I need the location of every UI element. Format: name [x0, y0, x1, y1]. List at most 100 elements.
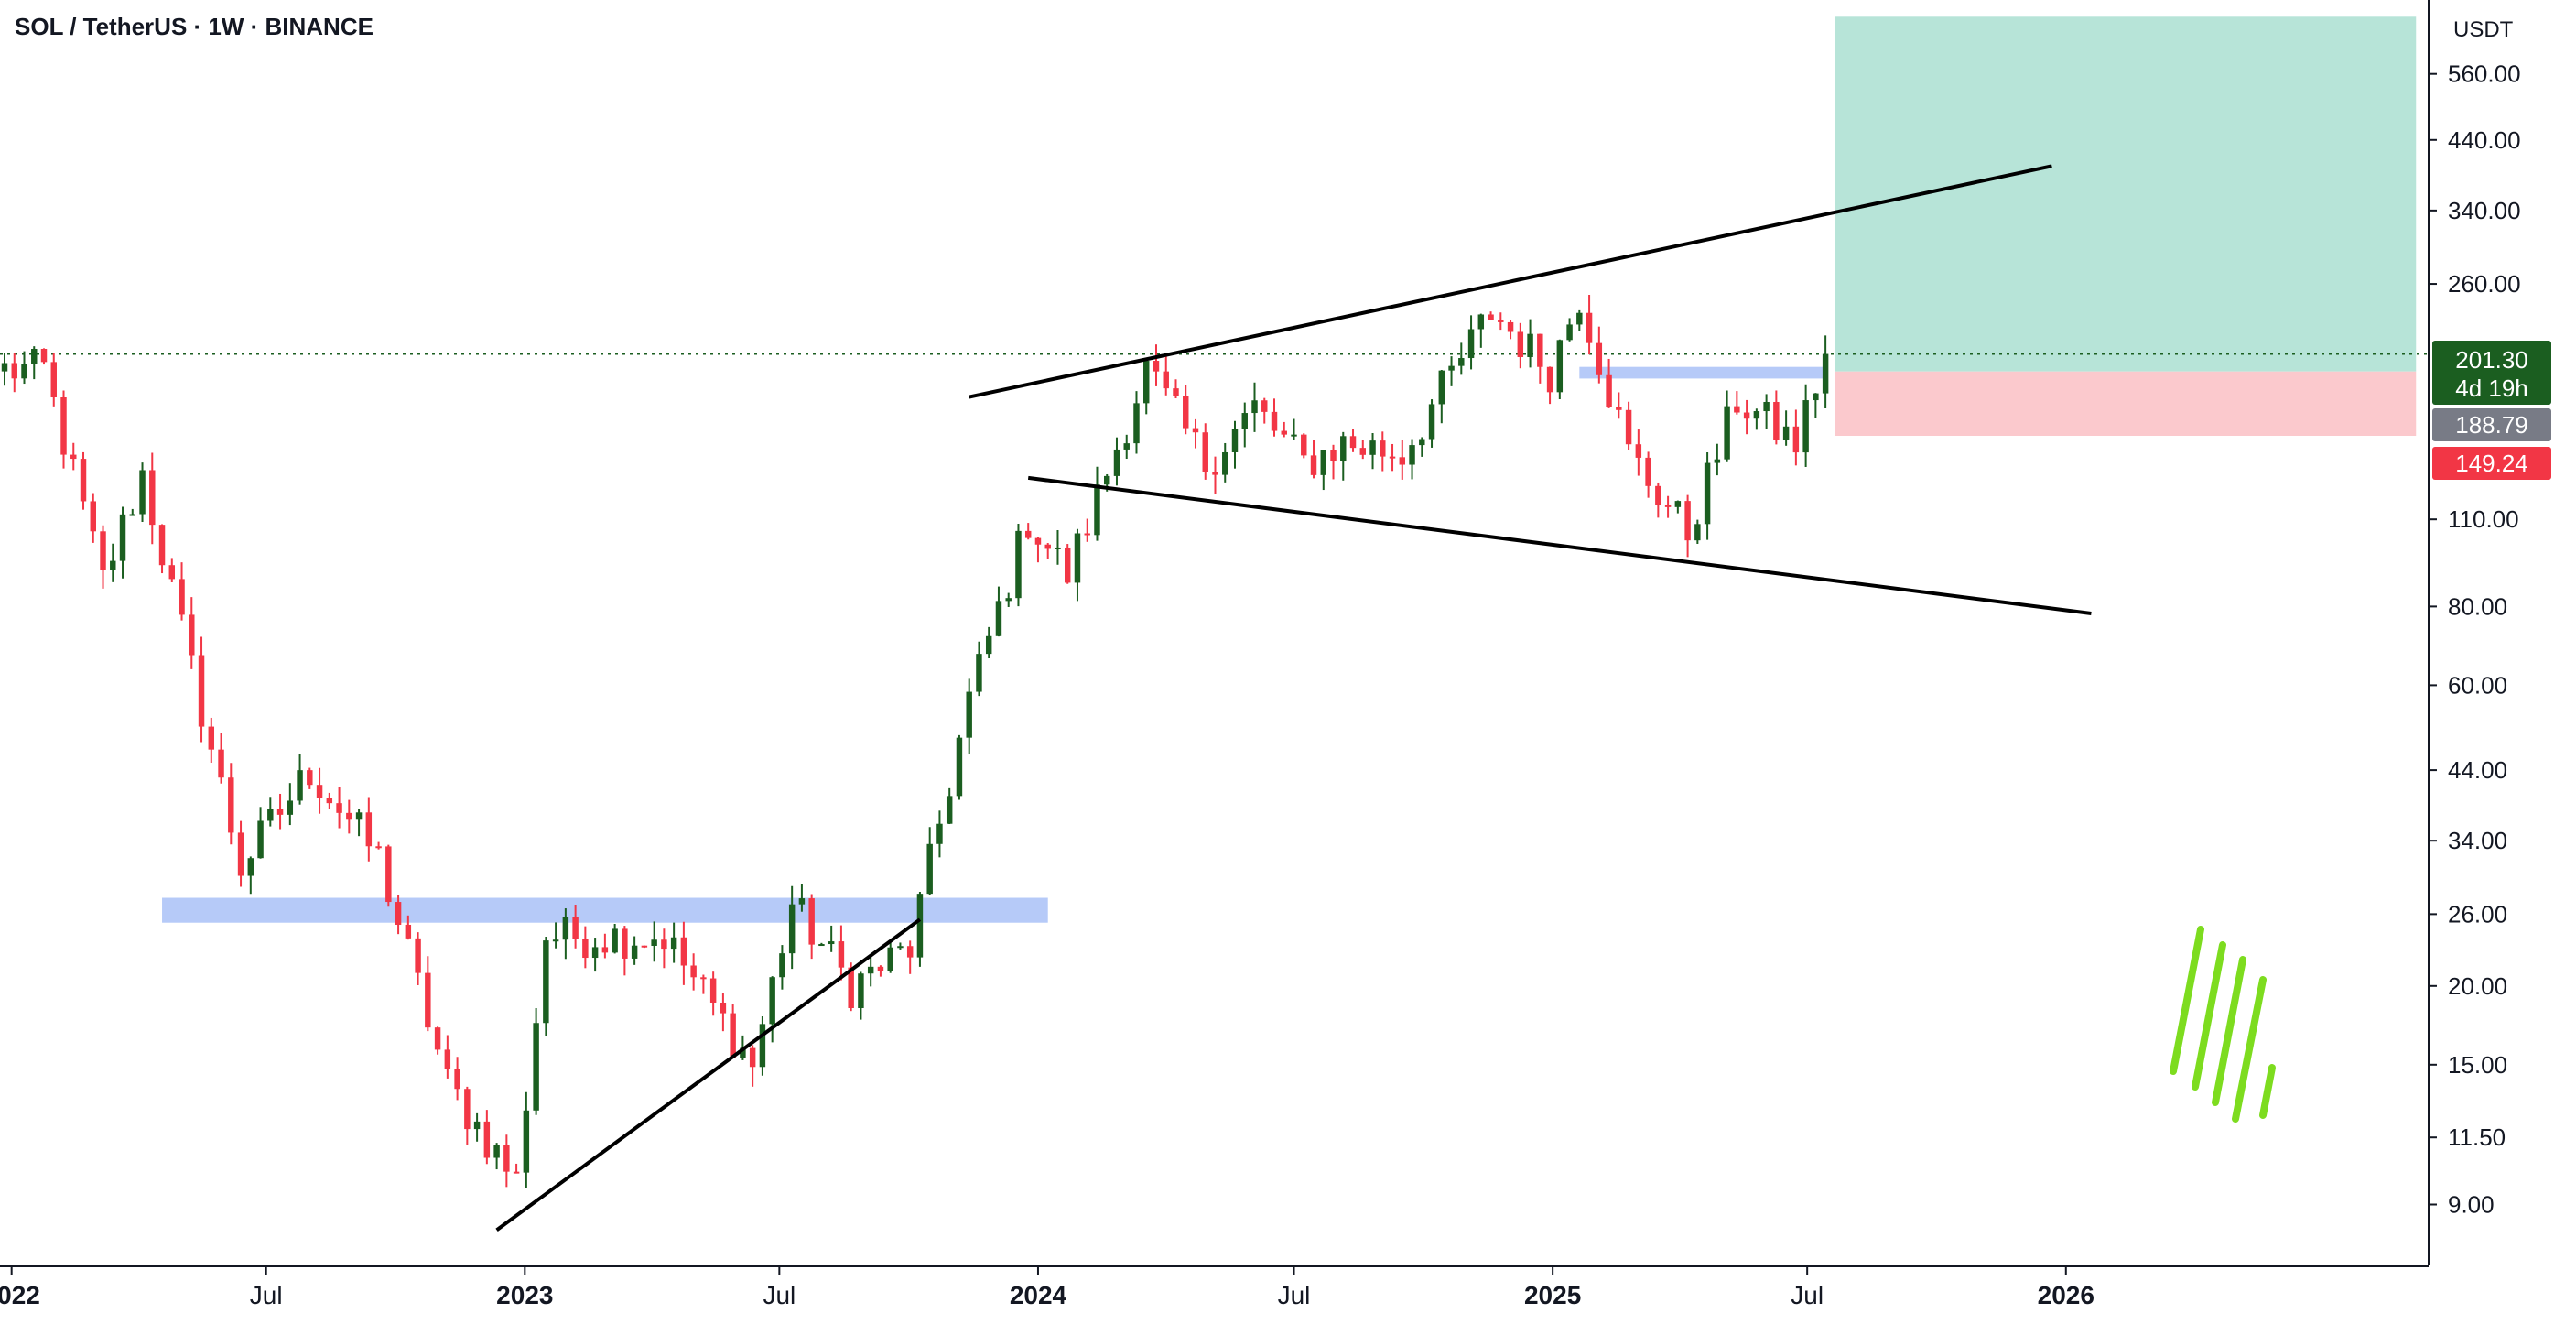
candle[interactable]	[1743, 399, 1750, 435]
candle[interactable]	[1428, 399, 1435, 448]
candle[interactable]	[867, 956, 874, 987]
time-scale-ticks[interactable]: 2022 Jul 2023 Jul 2024 Jul 2025 Jul 2026	[0, 1266, 2094, 1309]
candle[interactable]	[1674, 500, 1682, 514]
candle[interactable]	[1153, 344, 1160, 386]
candle[interactable]	[1330, 444, 1337, 480]
candle[interactable]	[759, 1016, 766, 1076]
candle[interactable]	[661, 928, 667, 969]
candle[interactable]	[1734, 391, 1740, 415]
candle[interactable]	[464, 1086, 471, 1145]
candle[interactable]	[1813, 393, 1819, 418]
candle[interactable]	[976, 641, 982, 697]
candle[interactable]	[798, 884, 806, 912]
candle[interactable]	[1546, 366, 1553, 405]
candle[interactable]	[1684, 494, 1691, 558]
candle[interactable]	[700, 974, 707, 994]
candle[interactable]	[158, 524, 166, 574]
support-zone-2025[interactable]	[1579, 366, 1826, 379]
candle[interactable]	[1222, 442, 1228, 483]
candle[interactable]	[887, 942, 893, 973]
candle[interactable]	[179, 562, 185, 621]
candle[interactable]	[385, 844, 392, 907]
candle[interactable]	[1448, 356, 1455, 386]
candle[interactable]	[1389, 443, 1396, 472]
candle[interactable]	[749, 1045, 756, 1087]
candle[interactable]	[1123, 434, 1130, 460]
candle[interactable]	[444, 1035, 451, 1079]
candle[interactable]	[818, 942, 825, 947]
candle[interactable]	[1, 353, 8, 386]
candle[interactable]	[307, 767, 313, 789]
candle[interactable]	[1399, 440, 1406, 480]
candle[interactable]	[1301, 433, 1307, 459]
candle[interactable]	[1212, 456, 1218, 494]
candle[interactable]	[100, 525, 106, 589]
candle[interactable]	[956, 734, 963, 800]
candle[interactable]	[228, 763, 234, 845]
candle[interactable]	[1034, 537, 1042, 563]
candle[interactable]	[119, 506, 126, 579]
candle[interactable]	[1714, 443, 1721, 476]
candle[interactable]	[995, 586, 1002, 637]
candle[interactable]	[690, 953, 697, 991]
candle[interactable]	[720, 993, 727, 1032]
candle[interactable]	[336, 787, 342, 829]
candle[interactable]	[916, 891, 924, 967]
candle[interactable]	[1340, 431, 1347, 481]
candle[interactable]	[1458, 342, 1465, 375]
candle[interactable]	[1507, 320, 1514, 340]
candle[interactable]	[670, 922, 677, 963]
candle[interactable]	[1596, 326, 1603, 384]
candle[interactable]	[1044, 543, 1051, 559]
candle[interactable]	[779, 945, 785, 990]
candle[interactable]	[425, 956, 431, 1032]
candle[interactable]	[730, 1004, 736, 1059]
candle[interactable]	[1763, 394, 1770, 429]
candle[interactable]	[591, 938, 599, 972]
candle[interactable]	[90, 493, 96, 543]
candle[interactable]	[1084, 518, 1090, 542]
candle[interactable]	[1655, 482, 1661, 518]
candle[interactable]	[1005, 592, 1012, 607]
candle[interactable]	[582, 926, 589, 969]
candle[interactable]	[237, 820, 244, 887]
candle[interactable]	[1537, 333, 1543, 384]
candle[interactable]	[297, 754, 303, 805]
candle[interactable]	[1380, 431, 1386, 472]
candle[interactable]	[168, 558, 176, 582]
candle[interactable]	[1498, 312, 1504, 331]
candle[interactable]	[1359, 440, 1367, 460]
candle[interactable]	[966, 678, 972, 754]
candle[interactable]	[1586, 294, 1593, 355]
candle[interactable]	[1527, 319, 1533, 368]
candle[interactable]	[838, 925, 845, 981]
candle[interactable]	[1802, 384, 1809, 468]
candle[interactable]	[543, 937, 549, 1036]
rising-support-2023-trendline[interactable]	[495, 917, 922, 1232]
candle[interactable]	[513, 1163, 520, 1174]
candle[interactable]	[473, 1112, 481, 1142]
candle[interactable]	[936, 810, 943, 858]
candle[interactable]	[287, 783, 294, 826]
candle[interactable]	[1782, 410, 1790, 446]
candle[interactable]	[709, 971, 717, 1016]
candle[interactable]	[198, 636, 205, 743]
candle[interactable]	[1477, 313, 1485, 348]
price-scale-ticks[interactable]: 560.00 440.00 340.00 260.00 110.00 80.00 60.00…	[2429, 60, 2521, 1219]
candle[interactable]	[769, 976, 775, 1043]
candle[interactable]	[1163, 354, 1169, 396]
candle[interactable]	[1645, 451, 1651, 498]
candle[interactable]	[1467, 315, 1475, 370]
candle[interactable]	[189, 597, 195, 669]
candle[interactable]	[454, 1057, 460, 1101]
candle[interactable]	[1173, 379, 1179, 399]
candle[interactable]	[612, 924, 618, 954]
candle[interactable]	[1625, 401, 1632, 450]
candle[interactable]	[139, 462, 146, 522]
candle[interactable]	[1202, 423, 1208, 480]
candle[interactable]	[1143, 360, 1150, 415]
candle[interactable]	[208, 717, 215, 763]
candle[interactable]	[1094, 466, 1100, 541]
candle[interactable]	[1438, 369, 1445, 424]
